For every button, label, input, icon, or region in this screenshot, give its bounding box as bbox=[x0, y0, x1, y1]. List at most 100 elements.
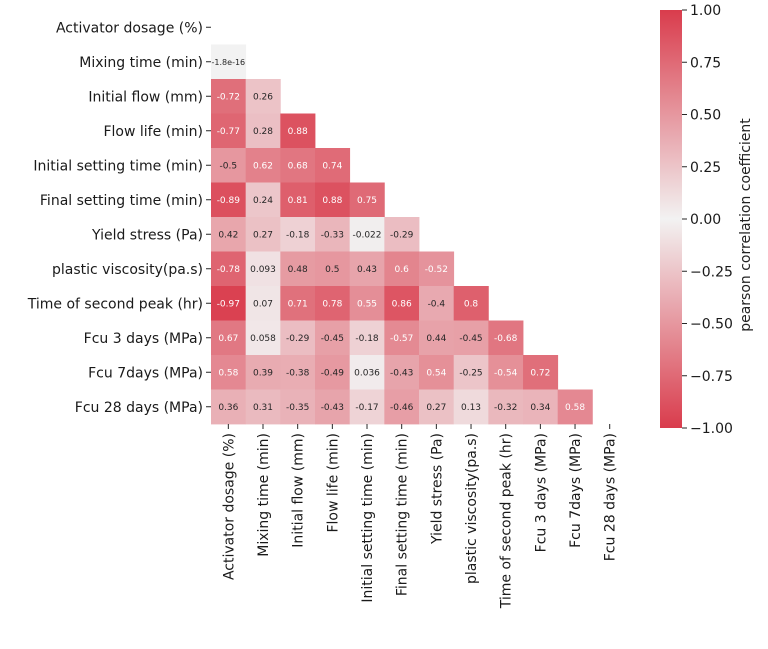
heatmap-cell bbox=[245, 355, 281, 390]
x-tick-label: Final setting time (min) bbox=[395, 433, 411, 596]
heatmap-cell bbox=[419, 251, 455, 287]
cell-value-label: 0.44 bbox=[426, 334, 446, 344]
cell-value-label: -0.38 bbox=[286, 368, 310, 378]
heatmap-cell bbox=[315, 251, 351, 287]
colorbar-tick-label: 0.50 bbox=[690, 108, 721, 124]
cell-value-label: -0.68 bbox=[494, 334, 518, 344]
heatmap-cell bbox=[211, 286, 247, 321]
heatmap-cell bbox=[211, 44, 247, 80]
cell-value-label: -0.97 bbox=[217, 299, 240, 309]
heatmap-cell bbox=[384, 320, 420, 356]
x-tick-label: Mixing time (min) bbox=[256, 433, 272, 557]
cell-value-label: -0.29 bbox=[286, 334, 310, 344]
cell-value-label: -0.57 bbox=[390, 334, 413, 344]
heatmap-cell bbox=[419, 355, 455, 390]
heatmap-cell bbox=[211, 355, 247, 390]
heatmap-cell bbox=[315, 286, 351, 321]
heatmap-cell bbox=[453, 355, 489, 390]
cell-value-label: -0.43 bbox=[390, 368, 413, 378]
cell-value-label: 0.81 bbox=[288, 196, 308, 206]
heatmap-cell bbox=[211, 320, 247, 356]
cell-value-label: 0.68 bbox=[288, 161, 308, 171]
cell-value-label: -0.52 bbox=[425, 265, 448, 275]
x-tick-label: Flow life (min) bbox=[325, 433, 341, 533]
cell-value-label: 0.5 bbox=[325, 265, 339, 275]
heatmap-cell bbox=[384, 251, 420, 287]
cell-value-label: 0.67 bbox=[218, 334, 238, 344]
cell-value-label: -0.46 bbox=[390, 403, 414, 413]
cell-value-label: 0.26 bbox=[253, 92, 273, 102]
cell-value-label: -0.77 bbox=[217, 127, 240, 137]
heatmap-cell bbox=[384, 286, 420, 321]
heatmap-cell bbox=[315, 355, 351, 390]
cell-value-label: -0.17 bbox=[355, 403, 378, 413]
cell-value-label: -0.32 bbox=[494, 403, 517, 413]
x-tick-label: Fcu 7days (MPa) bbox=[568, 433, 584, 548]
cell-value-label: -0.72 bbox=[217, 92, 240, 102]
heatmap-cell bbox=[349, 286, 385, 321]
heatmap-cell bbox=[245, 286, 281, 321]
heatmap-cell bbox=[349, 355, 385, 390]
cell-value-label: 0.48 bbox=[288, 265, 308, 275]
colorbar-tick-label: −0.50 bbox=[690, 317, 733, 333]
heatmap-cell bbox=[453, 389, 489, 425]
cell-value-label: -0.25 bbox=[459, 368, 482, 378]
cell-value-label: -0.4 bbox=[428, 299, 446, 309]
cell-value-label: 0.88 bbox=[322, 196, 342, 206]
cell-value-label: 0.24 bbox=[253, 196, 273, 206]
cell-value-label: 0.07 bbox=[253, 299, 273, 309]
cell-value-label: -0.78 bbox=[217, 265, 241, 275]
y-tick-label: Yield stress (Pa) bbox=[91, 227, 203, 243]
heatmap-cell bbox=[245, 217, 281, 252]
cell-value-label: -0.35 bbox=[286, 403, 309, 413]
cell-value-label: 0.27 bbox=[426, 403, 446, 413]
cell-value-label: 0.27 bbox=[253, 230, 273, 240]
cell-value-label: 0.55 bbox=[357, 299, 377, 309]
heatmap-cell bbox=[211, 113, 247, 149]
heatmap-cell bbox=[280, 148, 316, 183]
x-tick-label: plastic viscosity(pa.s) bbox=[464, 433, 480, 584]
colorbar-tick-label: 0.00 bbox=[690, 212, 721, 228]
cell-value-label: -0.18 bbox=[355, 334, 379, 344]
heatmap-cell bbox=[280, 251, 316, 287]
heatmap-cell bbox=[523, 355, 559, 390]
colorbar-tick-label: 1.00 bbox=[690, 3, 721, 19]
heatmap-cell bbox=[211, 148, 247, 183]
cell-value-label: -0.33 bbox=[321, 230, 344, 240]
heatmap-cell bbox=[349, 182, 385, 218]
heatmap-cell bbox=[384, 217, 420, 252]
y-tick-label: Initial flow (mm) bbox=[88, 89, 203, 105]
y-tick-label: Fcu 28 days (MPa) bbox=[75, 400, 203, 416]
heatmap-cell bbox=[280, 320, 316, 356]
y-tick-label: plastic viscosity(pa.s) bbox=[52, 262, 203, 278]
cell-value-label: 0.54 bbox=[426, 368, 446, 378]
heatmap-cell bbox=[488, 355, 524, 390]
cell-value-label: -0.45 bbox=[321, 334, 344, 344]
x-tick-label: Yield stress (Pa) bbox=[429, 433, 445, 545]
cell-value-label: 0.86 bbox=[392, 299, 412, 309]
heatmap-cell bbox=[384, 389, 420, 425]
heatmap-cell bbox=[419, 286, 455, 321]
heatmap-cell bbox=[211, 251, 247, 287]
x-tick-label: Fcu 28 days (MPa) bbox=[603, 433, 619, 561]
x-tick-label: Initial setting time (min) bbox=[360, 433, 376, 603]
heatmap-cell bbox=[245, 251, 281, 287]
colorbar-tick-label: −0.75 bbox=[690, 369, 733, 385]
x-tick-label: Time of second peak (hr) bbox=[499, 433, 515, 609]
cell-value-label: 0.058 bbox=[250, 334, 276, 344]
heatmap-cell bbox=[280, 355, 316, 390]
cell-value-label: 0.28 bbox=[253, 127, 273, 137]
y-tick-label: Flow life (min) bbox=[103, 124, 203, 140]
y-tick-label: Fcu 3 days (MPa) bbox=[84, 331, 203, 347]
colorbar-tick-label: 0.25 bbox=[690, 160, 721, 176]
cell-value-label: 0.34 bbox=[530, 403, 550, 413]
heatmap-cell bbox=[280, 389, 316, 425]
cell-value-label: 0.31 bbox=[253, 403, 273, 413]
colorbar-tick-label: 0.75 bbox=[690, 55, 721, 71]
colorbar-tick-label: −0.25 bbox=[690, 264, 733, 280]
colorbar-label: pearson correlation coefficient bbox=[738, 118, 754, 332]
heatmap-cell bbox=[315, 148, 351, 183]
cell-value-label: 0.093 bbox=[250, 265, 276, 275]
cell-value-label: -0.45 bbox=[459, 334, 482, 344]
